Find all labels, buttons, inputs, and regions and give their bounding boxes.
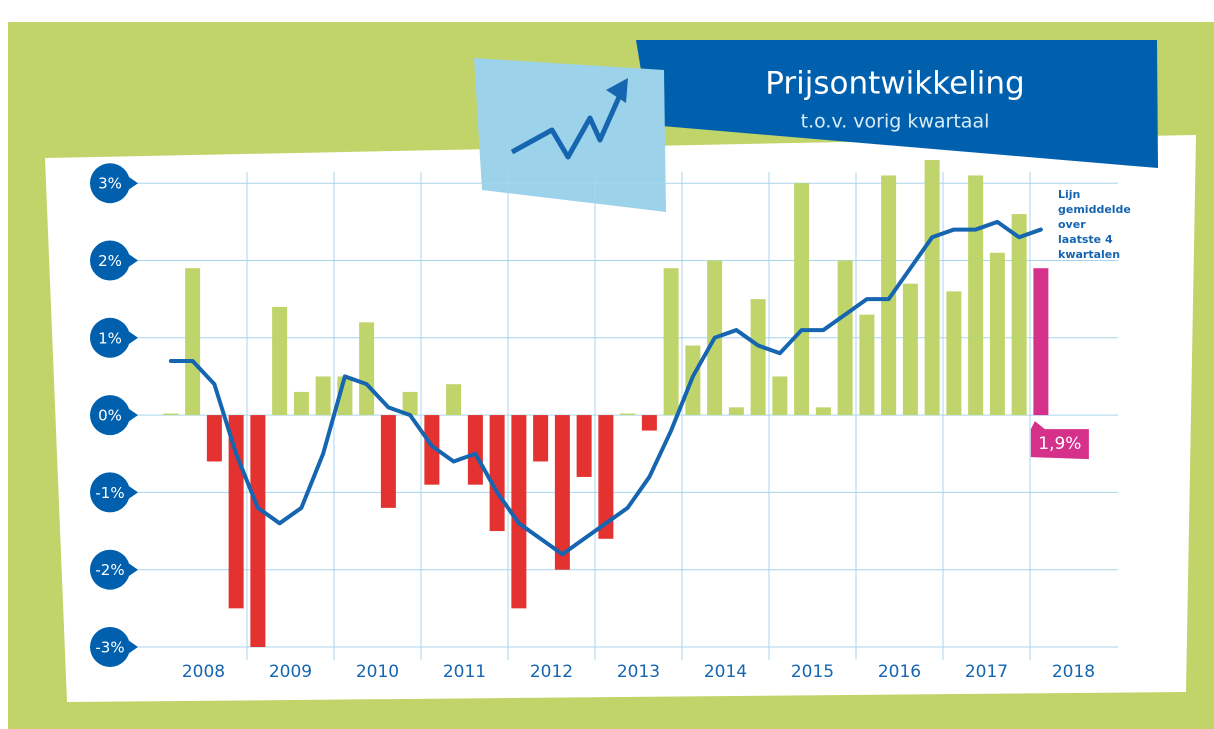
bar: [576, 415, 592, 477]
bar: [467, 415, 483, 485]
x-tick-label: 2011: [443, 662, 486, 682]
x-tick-label: 2009: [269, 662, 312, 682]
x-tick-label: 2016: [878, 662, 921, 682]
value-label: 1,9%: [1038, 434, 1081, 454]
bar: [206, 415, 222, 462]
bar: [359, 322, 375, 416]
bar: [511, 415, 527, 609]
y-tick-bubble: [90, 163, 130, 204]
bar: [598, 415, 614, 539]
bar: [533, 415, 549, 462]
y-tick-pointer: [125, 251, 138, 270]
y-tick-label: -3%: [95, 639, 124, 657]
y-tick-bubble: [90, 627, 130, 667]
bar: [620, 413, 636, 416]
x-tick-label: 2012: [530, 662, 573, 682]
bar: [794, 183, 810, 416]
bar: [837, 260, 853, 416]
bar: [554, 415, 570, 570]
bar: [163, 413, 179, 416]
y-tick-pointer: [125, 638, 138, 656]
bar: [924, 160, 940, 416]
x-tick-label: 2015: [791, 662, 834, 682]
bar: [946, 291, 962, 416]
x-tick-label: 2008: [182, 662, 225, 682]
bar: [424, 415, 440, 485]
chart-subtitle: t.o.v. vorig kwartaal: [801, 111, 990, 133]
value-callout: [1030, 421, 1089, 460]
icon-arrow: [606, 78, 628, 103]
icon-card: [474, 58, 666, 212]
y-tick-label: 0%: [98, 407, 122, 425]
x-tick-label: 2013: [617, 662, 660, 682]
bar: [185, 268, 201, 416]
y-tick-pointer: [125, 174, 138, 193]
y-tick-bubble: [90, 395, 130, 436]
y-tick-bubble: [90, 317, 130, 358]
bar: [772, 376, 788, 416]
bar: [968, 175, 984, 416]
y-tick-pointer: [125, 406, 138, 425]
icon-line: [510, 93, 623, 160]
legend: Lijn gemiddelde over laatste 4 kwartalen: [1058, 188, 1131, 261]
plot: 3% 2% 1% 0% -1% -2% -3% 2008 2009 2010 2011 2012 201…: [90, 160, 1118, 682]
bar: [446, 384, 462, 416]
bar: [815, 407, 831, 416]
bar: [402, 391, 418, 416]
y-tick-label: -2%: [95, 561, 124, 579]
bar: [663, 268, 679, 416]
bar: [228, 415, 244, 609]
bar: [250, 415, 266, 647]
x-tick-label: 2018: [1052, 662, 1095, 682]
card: [45, 135, 1196, 702]
bar: [728, 407, 744, 416]
bar: [1033, 268, 1049, 416]
x-tick-label: 2010: [356, 662, 399, 682]
bar: [881, 175, 897, 416]
x-tick-label: 2017: [965, 662, 1008, 682]
y-tick-label: 2%: [98, 252, 122, 270]
y-tick-pointer: [125, 560, 138, 579]
y-tick-bubble: [90, 472, 130, 513]
bar: [750, 299, 766, 416]
y-tick-label: 1%: [98, 329, 122, 347]
y-tick-bubble: [90, 240, 130, 281]
bar: [489, 415, 505, 532]
average-line: [168, 219, 1043, 557]
bar: [989, 252, 1005, 416]
bar: [380, 415, 396, 508]
bar: [859, 314, 875, 416]
bar: [315, 376, 331, 416]
chart-title: Prijsontwikkeling: [765, 66, 1024, 102]
y-tick-pointer: [125, 483, 138, 502]
y-tick-pointer: [125, 328, 138, 347]
y-tick-bubble: [90, 549, 130, 590]
bar: [1011, 214, 1027, 416]
x-tick-label: 2014: [704, 662, 747, 682]
bar: [902, 283, 918, 416]
bar: [641, 415, 657, 431]
bar: [272, 306, 288, 416]
bar: [293, 391, 309, 416]
y-tick-label: -1%: [95, 484, 124, 502]
title-banner: [636, 40, 1158, 168]
y-tick-label: 3%: [98, 175, 122, 193]
